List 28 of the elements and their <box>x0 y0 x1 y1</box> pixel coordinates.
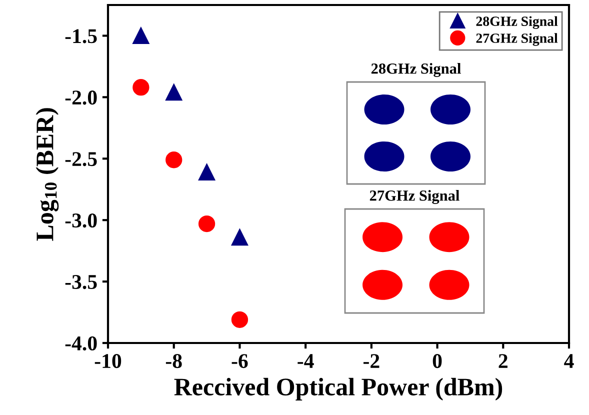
x-tick-label: 4 <box>564 354 574 368</box>
y-tick-label: -4.0 <box>65 336 97 351</box>
legend-label: 28GHz Signal <box>476 16 558 29</box>
y-tick-label: -3.5 <box>65 274 97 290</box>
point <box>231 228 248 246</box>
point <box>198 164 216 180</box>
y-tick-label: -2.5 <box>65 152 97 166</box>
legend-label: 27GHz Signal <box>476 33 558 46</box>
point <box>166 84 182 101</box>
x-tick-label: -10 <box>94 354 122 368</box>
x-tick-label: -6 <box>232 354 248 368</box>
y-axis-title: Log$_{10}$ (BER) <box>36 108 59 241</box>
point <box>132 79 150 96</box>
point <box>231 311 248 328</box>
x-tick-label: -2 <box>364 354 380 368</box>
annotation: 28GHz Signal <box>371 63 461 77</box>
y-tick-label: -2.0 <box>65 90 97 105</box>
x-tick-label: 0 <box>432 354 442 368</box>
x-tick-label: -8 <box>166 354 182 368</box>
point <box>132 27 150 44</box>
annotation: 27GHz Signal <box>370 190 460 204</box>
y-tick-label: -3.0 <box>65 213 97 228</box>
x-axis-title: Reccived Optical Power (dBm) <box>174 378 502 401</box>
point <box>166 152 182 168</box>
y-tick-label: -1.5 <box>65 29 97 44</box>
point <box>198 215 216 232</box>
x-tick-label: -4 <box>298 354 314 368</box>
x-tick-label: 2 <box>498 354 508 368</box>
